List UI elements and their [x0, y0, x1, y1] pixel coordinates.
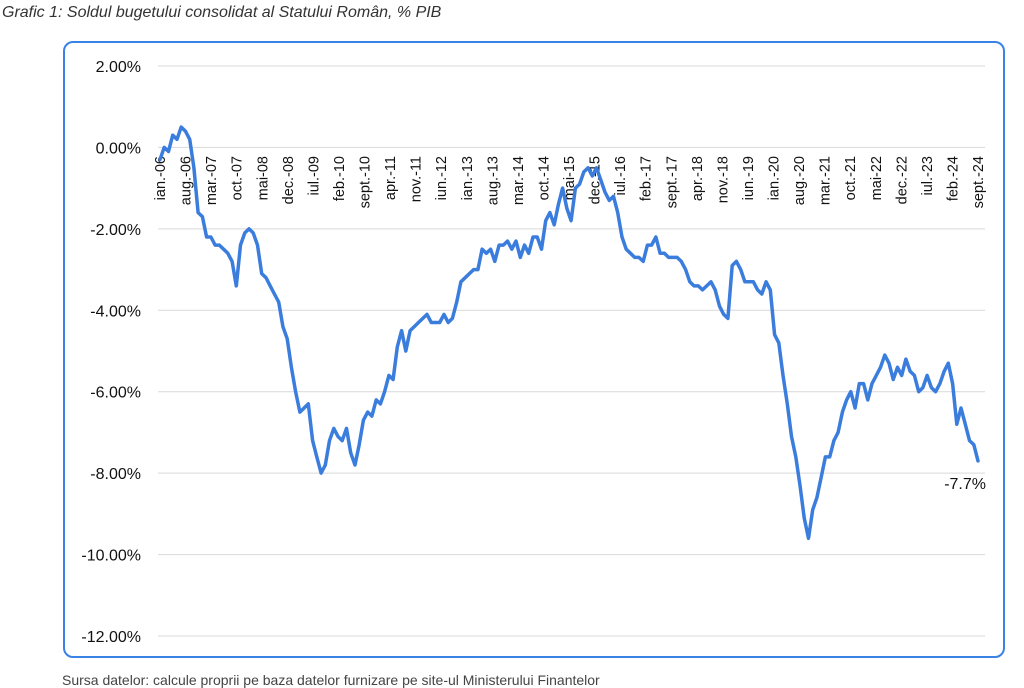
x-tick-label: sept.-10 — [358, 156, 374, 208]
last-value-annotation: -7.7% — [944, 476, 986, 493]
x-tick-label: sept.-17 — [664, 156, 680, 208]
x-tick-label: iul.-23 — [920, 156, 936, 196]
y-tick-label: -12.00% — [81, 629, 141, 646]
x-tick-label: mar.-07 — [204, 156, 220, 205]
x-tick-label: ian.-06 — [153, 156, 169, 200]
x-tick-label: mai-08 — [255, 156, 271, 200]
x-tick-label: nov.-18 — [715, 156, 731, 203]
x-tick-label: feb.-10 — [332, 156, 348, 201]
x-tick-label: sept.-24 — [971, 156, 987, 208]
x-tick-label: nov.-11 — [409, 156, 425, 202]
y-tick-label: 0.00% — [96, 140, 141, 157]
x-tick-label: iul.-16 — [613, 156, 629, 196]
x-tick-label: dec.-15 — [588, 156, 604, 204]
x-tick-label: aug.-06 — [179, 156, 195, 205]
x-tick-label: aug.-13 — [485, 156, 501, 205]
chart-caption: Grafic 1: Soldul bugetului consolidat al… — [2, 4, 442, 21]
y-tick-label: -10.00% — [81, 548, 141, 565]
x-tick-label: aug.-20 — [792, 156, 808, 205]
x-tick-label: feb.-24 — [945, 156, 961, 201]
x-tick-label: dec.-22 — [894, 156, 910, 204]
x-tick-label: oct.-07 — [230, 156, 246, 200]
budget-balance-series-line — [158, 125, 980, 541]
y-tick-label: -2.00% — [90, 222, 141, 239]
x-tick-label: oct.-21 — [843, 156, 859, 200]
y-tick-label: -4.00% — [90, 303, 141, 320]
x-tick-label: apr.-18 — [690, 156, 706, 201]
x-tick-label: dec.-08 — [281, 156, 297, 204]
y-tick-label: -8.00% — [90, 466, 141, 483]
x-tick-label: iul.-09 — [306, 156, 322, 196]
x-tick-label: oct.-14 — [536, 156, 552, 200]
chart-frame — [63, 41, 1005, 658]
x-tick-label: ian.-20 — [767, 156, 783, 200]
x-tick-label: iun.-12 — [434, 156, 450, 200]
x-tick-label: ian.-13 — [460, 156, 476, 200]
x-tick-label: apr.-11 — [383, 156, 399, 200]
y-tick-label: 2.00% — [96, 59, 141, 76]
x-tick-label: mar.-21 — [818, 156, 834, 205]
x-tick-label: mai-22 — [869, 156, 885, 200]
data-source-note: Sursa datelor: calcule proprii pe baza d… — [62, 672, 600, 688]
x-tick-label: iun.-19 — [741, 156, 757, 200]
y-tick-label: -6.00% — [90, 385, 141, 402]
x-tick-label: mar.-14 — [511, 156, 527, 205]
x-tick-label: feb.-17 — [639, 156, 655, 201]
